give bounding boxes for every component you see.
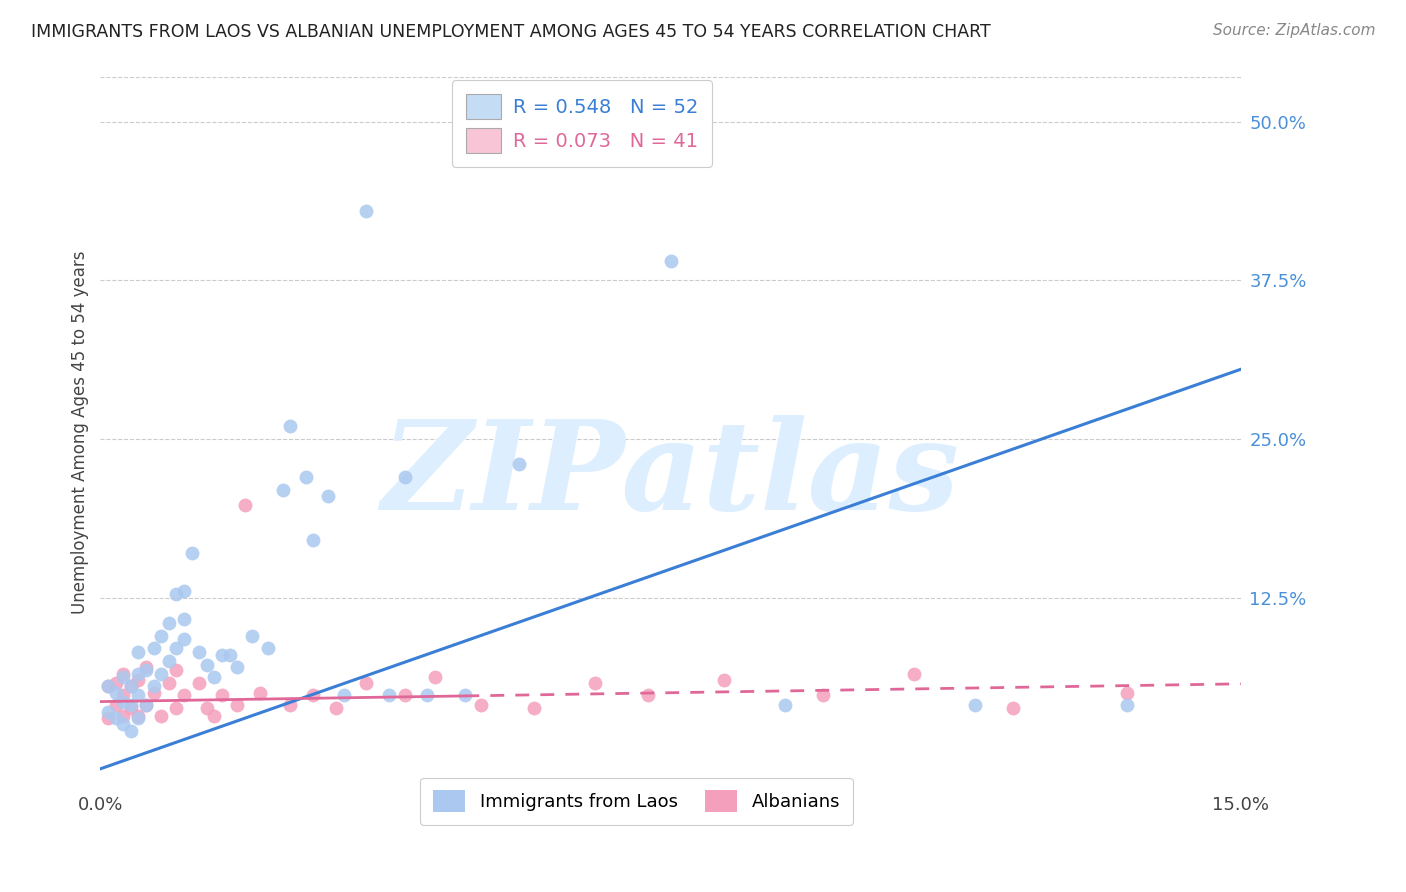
Point	[127, 711, 149, 725]
Point	[142, 686, 165, 700]
Point	[188, 675, 211, 690]
Text: IMMIGRANTS FROM LAOS VS ALBANIAN UNEMPLOYMENT AMONG AGES 45 TO 54 YEARS CORRELAT: IMMIGRANTS FROM LAOS VS ALBANIAN UNEMPLO…	[31, 23, 991, 41]
Point	[195, 701, 218, 715]
Point	[112, 666, 135, 681]
Point	[150, 629, 173, 643]
Y-axis label: Unemployment Among Ages 45 to 54 years: Unemployment Among Ages 45 to 54 years	[72, 251, 89, 615]
Point	[104, 698, 127, 713]
Point	[280, 698, 302, 713]
Legend: Immigrants from Laos, Albanians: Immigrants from Laos, Albanians	[420, 778, 853, 825]
Point	[356, 675, 378, 690]
Point	[142, 679, 165, 693]
Point	[142, 641, 165, 656]
Point	[97, 711, 120, 725]
Point	[226, 660, 249, 674]
Point	[294, 470, 316, 484]
Point	[127, 673, 149, 687]
Point	[302, 533, 325, 548]
Point	[416, 688, 439, 702]
Point	[271, 483, 294, 497]
Point	[242, 629, 264, 643]
Point	[256, 641, 278, 656]
Point	[218, 648, 240, 662]
Point	[202, 708, 225, 723]
Point	[173, 612, 195, 626]
Point	[302, 688, 325, 702]
Point	[280, 419, 302, 434]
Point	[150, 708, 173, 723]
Point	[180, 546, 202, 560]
Point	[112, 717, 135, 731]
Point	[1001, 701, 1024, 715]
Point	[165, 587, 187, 601]
Point	[195, 657, 218, 672]
Point	[173, 584, 195, 599]
Point	[233, 498, 256, 512]
Point	[325, 701, 347, 715]
Text: Source: ZipAtlas.com: Source: ZipAtlas.com	[1212, 23, 1375, 38]
Point	[104, 711, 127, 725]
Point	[120, 679, 142, 693]
Point	[423, 671, 446, 685]
Point	[470, 698, 492, 713]
Point	[659, 254, 682, 268]
Point	[165, 663, 187, 677]
Point	[773, 698, 796, 713]
Text: ZIPatlas: ZIPatlas	[381, 415, 960, 536]
Point	[173, 632, 195, 647]
Point	[583, 675, 606, 690]
Point	[318, 489, 340, 503]
Point	[508, 458, 530, 472]
Point	[157, 615, 180, 630]
Point	[202, 671, 225, 685]
Point	[1115, 698, 1137, 713]
Point	[104, 675, 127, 690]
Point	[903, 666, 925, 681]
Point	[226, 698, 249, 713]
Point	[127, 645, 149, 659]
Point	[394, 470, 416, 484]
Point	[165, 641, 187, 656]
Point	[120, 701, 142, 715]
Point	[249, 686, 271, 700]
Point	[112, 671, 135, 685]
Point	[135, 663, 157, 677]
Point	[127, 688, 149, 702]
Point	[211, 688, 233, 702]
Point	[1115, 686, 1137, 700]
Point	[356, 203, 378, 218]
Point	[150, 666, 173, 681]
Point	[332, 688, 354, 702]
Point	[157, 675, 180, 690]
Point	[157, 654, 180, 668]
Point	[188, 645, 211, 659]
Point	[120, 698, 142, 713]
Point	[811, 688, 834, 702]
Point	[523, 701, 546, 715]
Point	[454, 688, 477, 702]
Point	[120, 679, 142, 693]
Point	[97, 679, 120, 693]
Point	[112, 688, 135, 702]
Point	[135, 698, 157, 713]
Point	[211, 648, 233, 662]
Point	[173, 688, 195, 702]
Point	[378, 688, 401, 702]
Point	[165, 701, 187, 715]
Point	[713, 673, 735, 687]
Point	[97, 679, 120, 693]
Point	[127, 666, 149, 681]
Point	[104, 686, 127, 700]
Point	[97, 705, 120, 719]
Point	[127, 708, 149, 723]
Point	[135, 698, 157, 713]
Point	[112, 708, 135, 723]
Point	[394, 688, 416, 702]
Point	[637, 688, 659, 702]
Point	[112, 695, 135, 709]
Point	[120, 723, 142, 738]
Point	[135, 660, 157, 674]
Point	[963, 698, 986, 713]
